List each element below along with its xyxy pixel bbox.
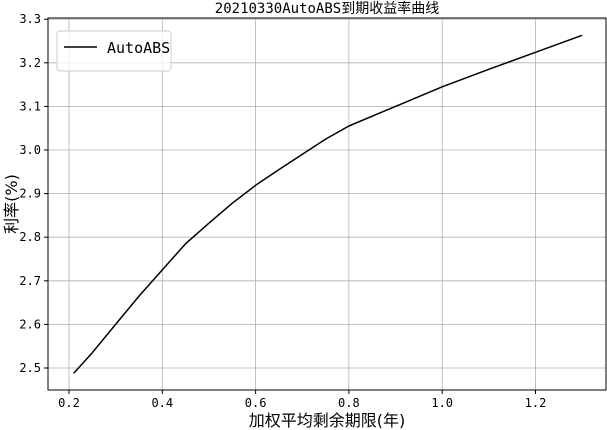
- plot-frame: [47, 17, 607, 391]
- y-tick-label: 3.1: [19, 99, 41, 113]
- x-axis-label: 加权平均剩余期限(年): [249, 411, 406, 430]
- grid: [48, 18, 606, 390]
- y-tick-label: 3.2: [19, 56, 41, 70]
- legend: AutoABS: [56, 30, 172, 72]
- series-layer: [73, 34, 583, 374]
- y-axis-ticks: 2.5 2.6 2.7 2.8 2.9 3.0 3.1 3.2 3.3: [19, 12, 48, 375]
- y-axis-label: 利率(%): [2, 174, 21, 234]
- y-tick-label: 2.9: [19, 187, 41, 201]
- x-tick-label: 0.4: [151, 396, 173, 410]
- x-axis-ticks: 0.2 0.4 0.6 0.8 1.0 1.2: [58, 390, 546, 410]
- x-tick-label: 1.0: [431, 396, 453, 410]
- y-tick-label: 2.5: [19, 361, 41, 375]
- series-line-autoabs: [73, 34, 583, 374]
- x-tick-label: 0.2: [58, 396, 80, 410]
- y-tick-label: 2.8: [19, 230, 41, 244]
- x-tick-label: 0.6: [245, 396, 267, 410]
- y-tick-label: 3.3: [19, 12, 41, 26]
- y-tick-label: 2.7: [19, 274, 41, 288]
- legend-label-autoabs: AutoABS: [107, 39, 170, 57]
- legend-box: [56, 30, 172, 72]
- x-tick-label: 0.8: [338, 396, 360, 410]
- chart-title: 20210330AutoABS到期收益率曲线: [215, 0, 439, 17]
- y-tick-label: 3.0: [19, 143, 41, 157]
- x-tick-label: 1.2: [525, 396, 547, 410]
- y-tick-label: 2.6: [19, 317, 41, 331]
